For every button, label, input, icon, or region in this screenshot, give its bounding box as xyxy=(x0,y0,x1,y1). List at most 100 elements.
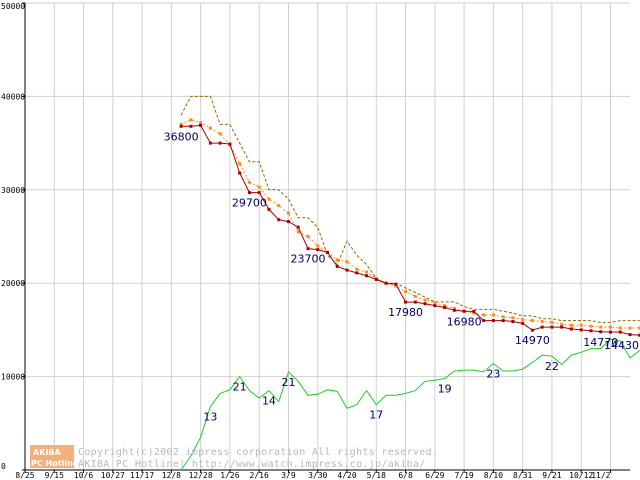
marker-min-price xyxy=(618,330,622,334)
x-tick-label: 9/21 xyxy=(542,471,561,480)
x-tick-label: 2/16 xyxy=(250,471,269,480)
series-group xyxy=(179,95,640,471)
marker-min-price xyxy=(569,327,573,331)
marker-average-price xyxy=(296,230,300,234)
x-tick-label: 11/17 xyxy=(130,471,154,480)
marker-min-price xyxy=(189,124,193,128)
x-tick-label: 12/8 xyxy=(162,471,181,480)
data-label: 17 xyxy=(369,409,383,422)
marker-min-price xyxy=(199,123,203,127)
series-line-min-price xyxy=(181,124,640,336)
watermark: AKIBA PC Hotline! Copyright(c)2002 impre… xyxy=(30,445,438,470)
data-label: 23700 xyxy=(290,253,325,266)
data-label: 22 xyxy=(545,360,559,373)
data-label: 16980 xyxy=(447,315,482,328)
x-tick-label: 12/28 xyxy=(189,471,213,480)
series-line-max-price xyxy=(180,95,640,323)
marker-average-price xyxy=(599,325,603,329)
marker-average-price xyxy=(511,316,515,320)
marker-average-price xyxy=(257,185,261,189)
marker-min-price xyxy=(365,274,369,278)
marker-average-price xyxy=(365,270,369,274)
marker-average-price xyxy=(208,126,212,130)
marker-min-price xyxy=(628,333,632,337)
marker-average-price xyxy=(404,290,408,294)
marker-min-price xyxy=(511,319,515,323)
marker-average-price xyxy=(579,323,583,327)
marker-min-price xyxy=(228,142,232,146)
marker-average-price xyxy=(345,260,349,264)
grid xyxy=(24,2,630,471)
marker-min-price xyxy=(247,191,251,195)
data-label: 29700 xyxy=(232,197,267,210)
x-tick-label: 3/9 xyxy=(281,471,296,480)
marker-min-price xyxy=(638,333,640,337)
marker-average-price xyxy=(179,122,183,126)
marker-min-price xyxy=(452,308,456,312)
marker-average-price xyxy=(413,294,417,298)
data-labels: 36800 29700 23700 17980 16980 14970 1477014430… xyxy=(164,130,639,423)
marker-average-price xyxy=(472,311,476,315)
marker-min-price xyxy=(316,248,320,252)
x-axis-ticks: 8/25 9/15 10/6 10/27 11/17 12/8 12/28 1/26 2/16 3… xyxy=(15,470,611,480)
marker-min-price xyxy=(608,330,612,334)
marker-min-price xyxy=(443,305,447,309)
data-label: 17980 xyxy=(388,306,423,319)
data-label: 23 xyxy=(486,368,500,381)
copyright-line: Copyright(c)2002 impress corporation All… xyxy=(78,447,438,458)
marker-min-price xyxy=(238,171,242,175)
x-tick-label: 4/20 xyxy=(337,471,356,480)
marker-min-price xyxy=(462,309,466,313)
marker-min-price xyxy=(218,141,222,145)
series-line-number-of-shops xyxy=(180,338,640,471)
y-tick-label: 0 xyxy=(1,462,6,471)
marker-min-price xyxy=(208,141,212,145)
marker-average-price xyxy=(521,318,525,322)
data-label: 21 xyxy=(281,376,295,389)
data-label: 14970 xyxy=(515,334,550,347)
marker-min-price xyxy=(433,304,437,308)
x-tick-label: 5/18 xyxy=(367,471,386,480)
site-url-line: AKIBA PC Hotline! http://www.watch.impre… xyxy=(78,459,426,470)
marker-min-price xyxy=(257,191,261,195)
marker-min-price xyxy=(374,277,378,281)
marker-min-price xyxy=(540,325,544,329)
data-label: 14 xyxy=(262,395,276,408)
marker-average-price xyxy=(247,180,251,184)
marker-average-price xyxy=(267,197,271,201)
marker-min-price xyxy=(530,328,534,332)
y-tick-label: 10000 xyxy=(1,373,25,382)
marker-average-price xyxy=(277,204,281,208)
x-tick-label: 6/29 xyxy=(425,471,444,480)
marker-average-price xyxy=(335,258,339,262)
x-tick-label: 3/30 xyxy=(308,471,327,480)
marker-average-price xyxy=(189,118,193,122)
marker-min-price xyxy=(394,282,398,286)
marker-min-price xyxy=(472,309,476,313)
marker-average-price xyxy=(501,315,505,319)
x-tick-label: 10/27 xyxy=(101,471,125,480)
marker-average-price xyxy=(238,162,242,166)
data-label: 36800 xyxy=(164,130,199,143)
x-tick-label: 7/19 xyxy=(454,471,473,480)
marker-min-price xyxy=(550,325,554,329)
x-tick-label: 11/2 xyxy=(591,471,610,480)
marker-average-price xyxy=(618,326,622,330)
x-tick-label: 10/12 xyxy=(569,471,593,480)
marker-average-price xyxy=(482,313,486,317)
marker-min-price xyxy=(482,319,486,323)
marker-min-price xyxy=(335,264,339,268)
marker-average-price xyxy=(199,121,203,125)
marker-average-price xyxy=(589,324,593,328)
marker-average-price xyxy=(560,322,564,326)
marker-min-price xyxy=(286,220,290,224)
marker-average-price xyxy=(218,132,222,136)
data-label: 13 xyxy=(203,410,217,423)
marker-average-price xyxy=(394,284,398,288)
marker-average-price xyxy=(443,304,447,308)
logo-background xyxy=(30,445,74,468)
marker-min-price xyxy=(521,321,525,325)
logo-bottom-text: PC Hotline! xyxy=(31,459,82,468)
marker-average-price xyxy=(423,298,427,302)
marker-min-price xyxy=(491,319,495,323)
